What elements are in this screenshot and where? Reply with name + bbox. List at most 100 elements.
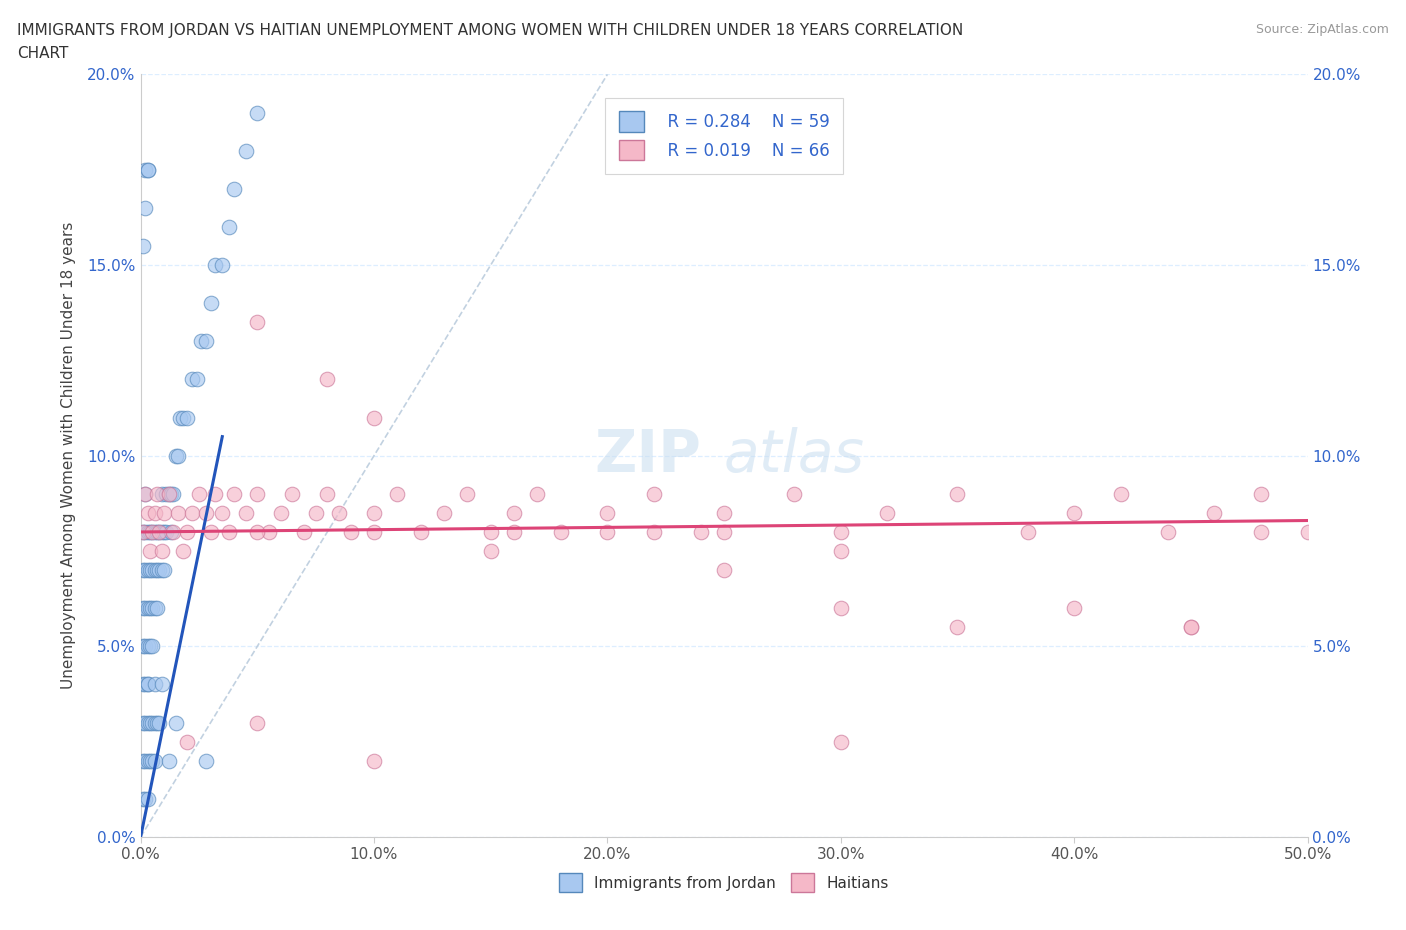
Point — [1109, 486, 1132, 501]
Point — [1156, 525, 1178, 539]
Point — [155, 486, 177, 501]
Point — [783, 486, 806, 501]
Point — [146, 486, 169, 501]
Point — [876, 506, 898, 521]
Text: IMMIGRANTS FROM JORDAN VS HAITIAN UNEMPLOYMENT AMONG WOMEN WITH CHILDREN UNDER 1: IMMIGRANTS FROM JORDAN VS HAITIAN UNEMPL… — [17, 23, 963, 38]
Point — [139, 753, 162, 768]
Point — [409, 525, 432, 539]
Point — [194, 334, 217, 349]
Point — [134, 563, 156, 578]
Point — [136, 791, 159, 806]
Y-axis label: Unemployment Among Women with Children Under 18 years: Unemployment Among Women with Children U… — [62, 222, 76, 689]
Point — [132, 753, 155, 768]
Point — [148, 525, 170, 539]
Point — [141, 525, 163, 539]
Point — [181, 372, 204, 387]
Point — [134, 791, 156, 806]
Point — [190, 334, 212, 349]
Point — [503, 525, 526, 539]
Point — [235, 506, 257, 521]
Point — [830, 543, 852, 558]
Text: Source: ZipAtlas.com: Source: ZipAtlas.com — [1256, 23, 1389, 36]
Point — [157, 486, 180, 501]
Point — [150, 525, 173, 539]
Point — [157, 753, 180, 768]
Point — [132, 715, 155, 730]
Point — [186, 372, 208, 387]
Point — [136, 163, 159, 178]
Point — [141, 639, 163, 654]
Point — [176, 735, 198, 750]
Point — [157, 486, 180, 501]
Point — [1296, 525, 1319, 539]
Point — [148, 563, 170, 578]
Point — [387, 486, 409, 501]
Point — [136, 677, 159, 692]
Point — [162, 486, 184, 501]
Point — [830, 525, 852, 539]
Point — [479, 543, 502, 558]
Point — [153, 563, 176, 578]
Point — [713, 525, 735, 539]
Point — [132, 677, 155, 692]
Point — [1250, 525, 1272, 539]
Point — [222, 486, 245, 501]
Point — [172, 410, 194, 425]
Point — [316, 372, 339, 387]
Point — [596, 525, 619, 539]
Point — [172, 543, 194, 558]
Point — [148, 525, 170, 539]
Point — [139, 715, 162, 730]
Point — [246, 314, 269, 330]
Point — [270, 506, 292, 521]
Point — [134, 486, 156, 501]
Point — [141, 753, 163, 768]
Point — [150, 563, 173, 578]
Point — [257, 525, 280, 539]
Point — [139, 601, 162, 616]
Point — [146, 563, 169, 578]
Point — [1180, 620, 1202, 635]
Point — [139, 525, 162, 539]
Point — [246, 486, 269, 501]
Point — [134, 200, 156, 215]
Point — [148, 715, 170, 730]
Point — [150, 543, 173, 558]
Point — [281, 486, 304, 501]
Point — [292, 525, 315, 539]
Point — [526, 486, 548, 501]
Point — [211, 258, 233, 272]
Text: atlas: atlas — [724, 427, 865, 485]
Point — [165, 715, 187, 730]
Point — [150, 486, 173, 501]
Point — [181, 506, 204, 521]
Point — [155, 525, 177, 539]
Point — [136, 163, 159, 178]
Point — [134, 525, 156, 539]
Point — [141, 715, 163, 730]
Point — [830, 601, 852, 616]
Point — [188, 486, 211, 501]
Point — [139, 543, 162, 558]
Point — [132, 791, 155, 806]
Point — [146, 525, 169, 539]
Point — [143, 563, 166, 578]
Point — [134, 677, 156, 692]
Point — [316, 486, 339, 501]
Point — [136, 715, 159, 730]
Point — [136, 525, 159, 539]
Point — [643, 525, 665, 539]
Point — [643, 486, 665, 501]
Point — [830, 735, 852, 750]
Point — [169, 410, 191, 425]
Point — [146, 601, 169, 616]
Point — [176, 410, 198, 425]
Point — [433, 506, 456, 521]
Point — [1063, 506, 1085, 521]
Point — [132, 239, 155, 254]
Legend: Immigrants from Jordan, Haitians: Immigrants from Jordan, Haitians — [553, 867, 896, 898]
Point — [689, 525, 711, 539]
Point — [134, 486, 156, 501]
Point — [211, 506, 233, 521]
Point — [596, 506, 619, 521]
